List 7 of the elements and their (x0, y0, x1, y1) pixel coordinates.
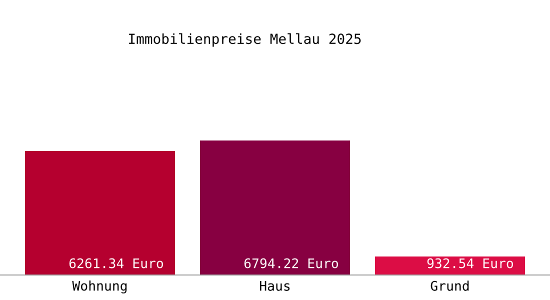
data-label: 932.54 Euro (427, 258, 514, 268)
chart-title: Immobilienpreise Mellau 2025 (129, 33, 361, 47)
x-tick-label: Wohnung (72, 280, 127, 294)
data-label: 6794.22 Euro (244, 258, 338, 268)
x-tick-label: Grund (430, 280, 469, 291)
data-label: 6261.34 Euro (69, 258, 164, 268)
x-tick-label: Haus (260, 281, 290, 291)
